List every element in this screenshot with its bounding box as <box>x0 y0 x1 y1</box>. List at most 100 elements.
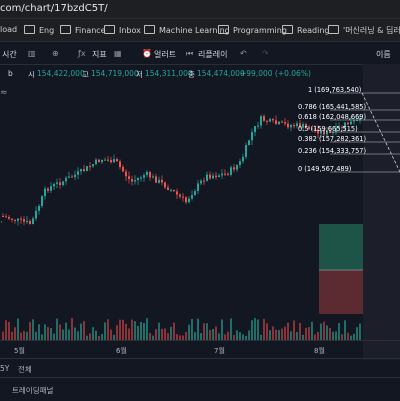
fib-level-label: 0.5 (159,665,515) <box>298 125 358 133</box>
volume-bar <box>356 327 358 340</box>
candle-body <box>149 171 151 178</box>
volume-bar <box>239 332 241 340</box>
bookmark-load[interactable]: load <box>0 25 18 34</box>
bookmark-programming[interactable]: Programming <box>218 25 287 35</box>
candle-body <box>71 176 73 178</box>
volume-bar <box>32 319 34 340</box>
candle-body <box>86 166 88 172</box>
candle-body <box>314 128 316 130</box>
candle-body <box>146 171 148 176</box>
timeframe-button[interactable]: 시간 <box>2 50 17 59</box>
volume-bar <box>302 334 304 340</box>
volume-bar <box>155 328 157 340</box>
volume-bar <box>320 323 322 340</box>
candle-body <box>50 186 52 191</box>
candle-body <box>68 176 70 178</box>
volume-bar <box>236 330 238 340</box>
volume-bar <box>233 335 235 340</box>
volume-bar <box>50 328 52 340</box>
volume-bar <box>296 331 298 340</box>
volume-bar <box>143 323 145 340</box>
address-bar[interactable]: com/chart/17bzdC5T/ <box>0 0 400 19</box>
volume-bar <box>248 330 250 340</box>
candle-body <box>185 197 187 203</box>
volume-bar <box>221 319 223 340</box>
candle-type-icon[interactable]: ▥ <box>28 49 36 58</box>
candle-body <box>194 191 196 196</box>
indicators-icon[interactable]: ƒx <box>78 49 86 58</box>
volume-bar <box>20 332 22 340</box>
volume-bar <box>308 327 310 340</box>
undo-icon[interactable]: ↶ <box>240 49 247 58</box>
indicators-button[interactable]: 지표 <box>92 50 107 59</box>
candle-body <box>347 122 349 125</box>
volume-bar <box>38 324 40 340</box>
close-label: 종 <box>188 70 195 79</box>
trading-panel-tab[interactable]: 트레이딩패널 <box>12 386 54 395</box>
candle-body <box>140 177 142 179</box>
bookmark-eng[interactable]: Eng <box>24 25 54 35</box>
fib-level-label: 1 (169,763,540) <box>308 86 362 94</box>
candle-body <box>212 175 214 179</box>
candle-body <box>35 210 37 219</box>
range-5y-button[interactable]: 5Y <box>0 364 10 373</box>
volume-bar <box>293 320 295 340</box>
candle-body <box>92 164 94 167</box>
volume-bar <box>311 321 313 340</box>
bookmark-inbox[interactable]: Inbox <box>104 25 141 35</box>
candle-body <box>284 122 286 124</box>
candle-body <box>83 169 85 172</box>
candle-body <box>167 187 169 190</box>
candle-body <box>233 167 235 170</box>
candle-body <box>20 218 22 220</box>
candle-body <box>5 216 7 218</box>
drawing-tool-icon[interactable]: · <box>0 218 3 228</box>
alert-button[interactable]: 얼러트 <box>154 50 177 59</box>
candle-body <box>308 126 310 130</box>
volume-bar <box>194 332 196 340</box>
candle-body <box>293 124 295 127</box>
fib-level-label: 0 (149,567,489) <box>298 165 352 173</box>
bookmark-reading[interactable]: Reading <box>282 25 329 35</box>
range-all-button[interactable]: 전체 <box>18 365 32 374</box>
fib-level-label: 0.786 (165,441,585) <box>298 103 367 111</box>
replay-icon[interactable]: ⏮ <box>186 49 194 58</box>
compare-icon[interactable]: ⊕ <box>52 49 59 58</box>
layout-icon[interactable]: ▦ <box>114 49 122 58</box>
volume-bar <box>176 334 178 340</box>
replay-button[interactable]: 리플레이 <box>198 50 228 59</box>
candle-body <box>197 183 199 192</box>
candle-body <box>299 123 301 128</box>
volume-bar <box>128 328 130 340</box>
volume-bar <box>227 331 229 340</box>
volume-bar <box>206 323 208 340</box>
redo-icon[interactable]: ↷ <box>262 49 269 58</box>
volume-bar <box>173 322 175 340</box>
volume-bar <box>323 321 325 340</box>
candle-body <box>290 124 292 128</box>
candle-body <box>182 196 184 198</box>
xtick-jun: 6월 <box>116 347 127 355</box>
volume-bar <box>347 332 349 340</box>
price-chart[interactable] <box>0 64 400 340</box>
candle-body <box>344 122 346 128</box>
candle-body <box>164 182 166 188</box>
candle-body <box>209 174 211 179</box>
xtick-aug: 8월 <box>314 347 325 355</box>
folder-icon <box>144 25 155 34</box>
layout-name-button[interactable]: 이름 <box>376 50 391 59</box>
collapse-icon[interactable]: ≈ <box>0 88 8 98</box>
folder-icon <box>60 25 71 34</box>
time-axis[interactable]: 5월 6월 7월 8월 <box>0 340 400 359</box>
candle-body <box>59 182 61 186</box>
volume-bar <box>326 325 328 340</box>
bookmark-finance[interactable]: Finance <box>60 25 106 35</box>
candle-body <box>200 180 202 184</box>
bookmark-machine-learning[interactable]: Machine Learning <box>144 25 230 35</box>
candle-body <box>98 159 100 163</box>
alert-icon[interactable]: ⏰ <box>142 49 152 58</box>
low-value: 154,311,000 <box>145 69 193 78</box>
candle-body <box>311 128 313 130</box>
bookmark-deep-learning[interactable]: '머신러닝 & 딥러닝/딥... <box>328 25 400 36</box>
volume-bar <box>167 333 169 340</box>
